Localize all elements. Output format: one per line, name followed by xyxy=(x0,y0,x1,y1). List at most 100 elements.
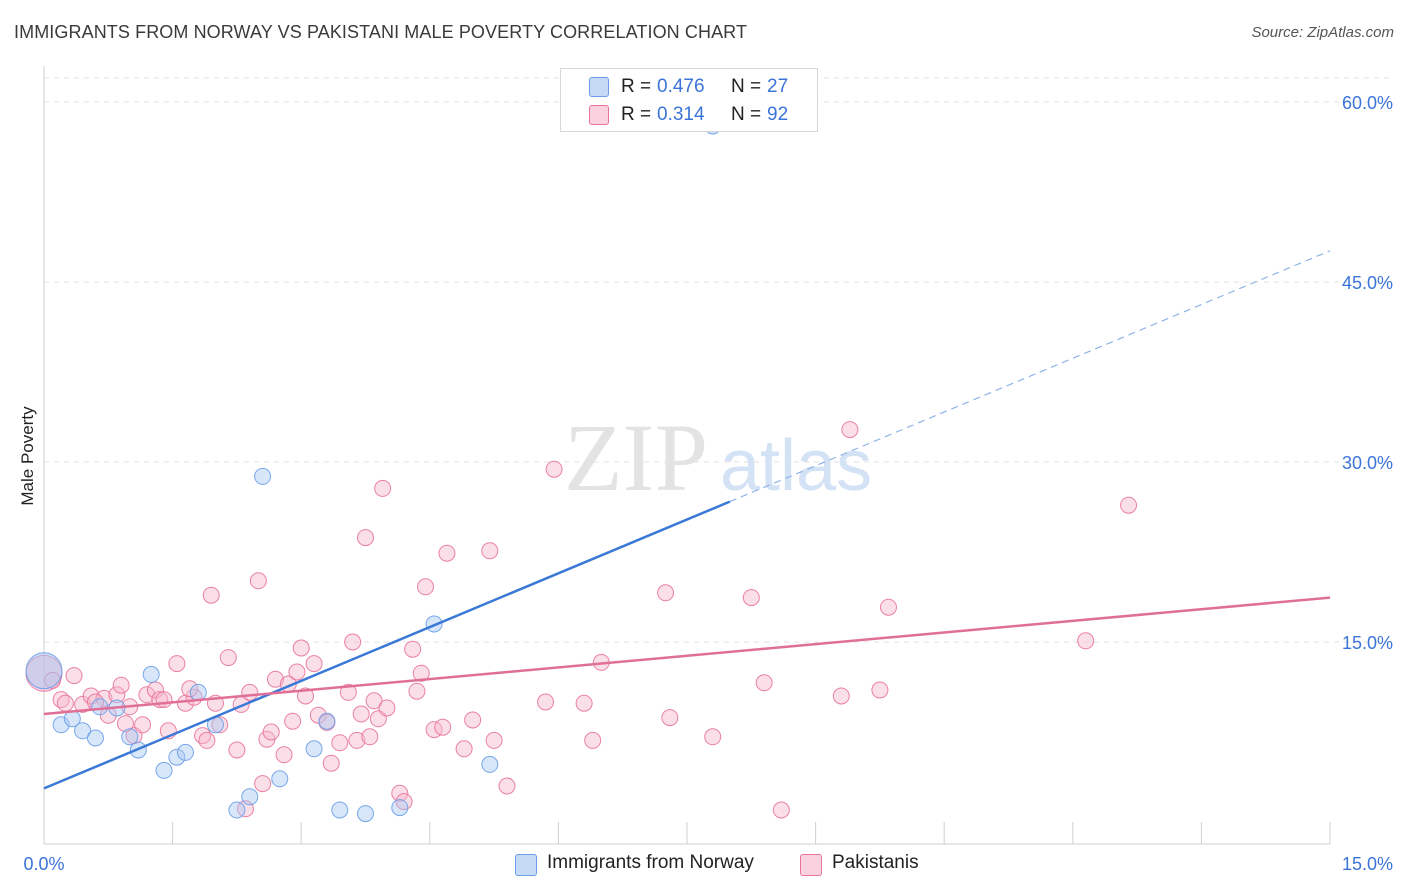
pakistani-point xyxy=(1077,632,1095,650)
norway-point xyxy=(241,788,259,806)
legend-swatch-pakistanis xyxy=(800,854,822,876)
tick-labels: 15.0% 30.0% 45.0% 60.0% 0.0% 15.0% xyxy=(23,93,1393,874)
n-label: N = xyxy=(731,76,762,97)
pakistani-point xyxy=(168,655,186,673)
norway-trend-extension xyxy=(729,250,1331,503)
chart-title: IMMIGRANTS FROM NORWAY VS PAKISTANI MALE… xyxy=(14,22,748,42)
pakistani-point xyxy=(657,584,675,602)
pakistani-point xyxy=(498,777,516,795)
norway-point xyxy=(25,652,63,690)
pakistani-point xyxy=(339,683,357,701)
y-axis-label: Male Poverty xyxy=(18,406,37,506)
y-tick-label: 30.0% xyxy=(1342,453,1393,473)
norway-point xyxy=(228,801,246,819)
pakistani-point xyxy=(412,664,430,682)
legend-label-pakistanis: Pakistanis xyxy=(832,852,919,873)
norway-point xyxy=(305,740,323,758)
norway-point xyxy=(481,755,499,773)
watermark: ZIP atlas xyxy=(564,404,872,511)
pakistani-point xyxy=(219,649,237,667)
pakistani-point xyxy=(575,694,593,712)
norway-point xyxy=(189,683,207,701)
r-value: 0.476 xyxy=(657,76,705,97)
pakistani-point xyxy=(408,682,426,700)
pakistani-point xyxy=(138,686,156,704)
pakistani-point xyxy=(241,683,259,701)
y-tick-label: 15.0% xyxy=(1342,633,1393,653)
legend-label-norway: Immigrants from Norway xyxy=(547,852,754,873)
pakistani-point xyxy=(395,793,413,811)
pakistani-point xyxy=(438,544,456,562)
x-tick-label: 0.0% xyxy=(23,854,64,874)
source-label: Source: ZipAtlas.com xyxy=(1251,24,1394,41)
n-value: 27 xyxy=(767,76,789,97)
pakistani-point xyxy=(374,479,392,497)
pakistani-point xyxy=(275,746,293,764)
norway-point xyxy=(176,743,194,761)
pakistani-point xyxy=(262,723,280,741)
pakistani-point xyxy=(661,709,679,727)
pakistani-point xyxy=(1120,496,1138,514)
norway-point xyxy=(318,712,336,730)
norway-point xyxy=(142,665,160,683)
pakistani-point xyxy=(284,712,302,730)
pakistani-point xyxy=(292,639,310,657)
pakistani-point xyxy=(464,711,482,729)
y-tick-label: 60.0% xyxy=(1342,93,1393,113)
trend-lines xyxy=(43,250,1331,790)
pakistani-point xyxy=(404,640,422,658)
legend-swatch-norway xyxy=(589,77,609,97)
y-tick-label: 45.0% xyxy=(1342,273,1393,293)
pakistani-point xyxy=(391,784,409,802)
x-tick-label: 15.0% xyxy=(1342,854,1393,874)
pakistani-point xyxy=(871,681,889,699)
pakistani-point xyxy=(228,741,246,759)
watermark-atlas: atlas xyxy=(720,426,872,506)
pakistani-point xyxy=(772,801,790,819)
pakistani-point xyxy=(352,705,370,723)
pakistani-point xyxy=(365,692,383,710)
norway-point xyxy=(254,467,272,485)
pakistani-point xyxy=(742,589,760,607)
r-value: 0.314 xyxy=(657,104,705,125)
norway-point xyxy=(155,761,173,779)
pakistani-point xyxy=(537,693,555,711)
legend-swatch-norway xyxy=(515,854,537,876)
pakistani-point xyxy=(288,663,306,681)
pakistani-point xyxy=(56,694,74,712)
pakistani-point xyxy=(344,633,362,651)
pakistani-point xyxy=(95,689,113,707)
pakistani-point xyxy=(181,680,199,698)
series-legend: Immigrants from Norway Pakistanis xyxy=(0,852,1406,878)
pakistani-point xyxy=(116,715,134,733)
pakistani-point xyxy=(134,716,152,734)
stats-legend: R = 0.476 N = 27 R = 0.314 N = 92 xyxy=(560,68,818,132)
legend-swatch-pakistanis xyxy=(589,105,609,125)
pakistani-point xyxy=(309,706,327,724)
norway-point xyxy=(52,716,70,734)
norway-point xyxy=(271,770,289,788)
pakistani-point xyxy=(434,718,452,736)
r-label: R = xyxy=(621,104,652,125)
pakistani-point xyxy=(146,681,164,699)
norway-point xyxy=(121,728,139,746)
pakistani-point xyxy=(879,598,897,616)
pakistani-trend-line xyxy=(43,596,1331,716)
stats-legend-row-norway: R = 0.476 N = 27 xyxy=(561,73,817,101)
norway-point xyxy=(74,722,92,740)
pakistani-point xyxy=(305,655,323,673)
pakistani-point xyxy=(211,716,229,734)
pakistani-point xyxy=(361,728,379,746)
norway-point xyxy=(91,698,109,716)
pakistani-point xyxy=(485,731,503,749)
pakistani-point xyxy=(202,586,220,604)
pakistani-point xyxy=(65,667,83,685)
pakistani-point xyxy=(755,674,773,692)
pakistani-point xyxy=(296,687,314,705)
pakistani-point xyxy=(832,687,850,705)
pakistani-point xyxy=(378,699,396,717)
norway-point xyxy=(86,729,104,747)
pakistani-point xyxy=(348,731,366,749)
pakistani-point xyxy=(584,731,602,749)
